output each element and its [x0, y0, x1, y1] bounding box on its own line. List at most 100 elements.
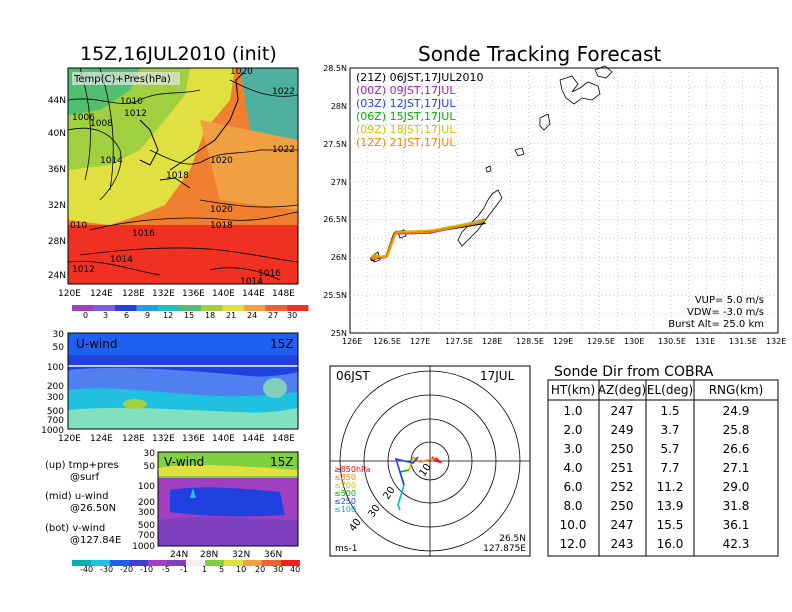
isobar-label: 1018 [210, 221, 233, 231]
colorbar-swatch [179, 305, 201, 311]
x-tick-label: 148E [272, 289, 295, 299]
x-tick-label: 129.5E [587, 337, 615, 346]
colorbar-label: -10 [140, 565, 153, 574]
colorbar-swatch [186, 560, 205, 566]
isobar-label: 1010 [120, 97, 143, 107]
colorbar-label: 1 [202, 565, 207, 574]
x-tick-label: 131E [695, 337, 715, 346]
cobra-cell: 7.7 [660, 461, 679, 475]
param-vup: VUP= 5.0 m/s [695, 295, 764, 306]
cobra-cell: 10.0 [560, 518, 587, 532]
polar-lat: 26.5N [499, 534, 526, 544]
colorbar-swatch [136, 305, 158, 311]
uwind-label: U-wind [76, 337, 117, 351]
uwind-upper-band [68, 333, 298, 355]
colorbar-label: 10 [236, 565, 246, 574]
isobar-label: 1022 [272, 145, 295, 155]
cobra-cell: 252 [611, 480, 634, 494]
temp-zone-cold-ne [240, 68, 298, 150]
vwind-colorbar-labels: -40 -30 -20 -10 -5 -1 1 5 10 20 30 40 [80, 565, 300, 574]
polar-legend-item: ≤850 [334, 473, 356, 482]
y-tick-label: 200 [47, 382, 64, 392]
colorbar-swatch [158, 305, 180, 311]
x-tick-label: 124E [90, 289, 113, 299]
polar-legend-item: ≤500 [334, 489, 356, 498]
legend-item: (06Z) 15JST,17JUL [356, 110, 456, 123]
colorbar-label: 20 [255, 565, 265, 574]
uwind-surface-band [68, 407, 298, 429]
map-x-ticks: 120E 124E 128E 132E 136E 140E 144E 148E [58, 289, 295, 299]
sonde-tracks [370, 218, 486, 262]
colorbar-label: 24 [247, 311, 257, 320]
x-tick-label: 120E [58, 434, 81, 444]
colorbar-swatch [244, 305, 266, 311]
colorbar-swatch [287, 305, 309, 311]
note-line: (up) tmp+pres [45, 460, 119, 471]
x-tick-label: 24N [170, 550, 188, 560]
korea-coastline [139, 119, 159, 166]
x-tick-label: 126.5E [373, 337, 401, 346]
cobra-cell: 5.7 [660, 442, 679, 456]
x-tick-label: 128E [482, 337, 502, 346]
cobra-cell: 247 [611, 518, 634, 532]
isobar-label: 1012 [124, 109, 147, 119]
colorbar-label: -20 [120, 565, 133, 574]
y-tick-label: 700 [47, 416, 64, 426]
colorbar-label: 27 [268, 311, 278, 320]
vwind-colorbar [72, 560, 300, 566]
isobar-label: 1014 [240, 277, 263, 287]
colorbar-label: 30 [287, 311, 297, 320]
vwind-x-ticks: 24N 28N 32N 36N [170, 550, 282, 560]
polar-legend-item: ≤700 [334, 481, 356, 490]
tracking-y-ticks: 28.5N 28N 27.5N 27N 26.5N 26N 25.5N 25N [323, 64, 347, 338]
inner-label-bg [72, 72, 180, 85]
y-tick-label: 100 [47, 363, 64, 373]
cobra-cell: 24.9 [723, 404, 750, 418]
y-tick-label: 500 [47, 407, 64, 417]
y-tick-label: 50 [144, 462, 156, 472]
isobar-label: 1016 [132, 229, 155, 239]
colorbar-swatch [222, 305, 244, 311]
cobra-cell: 8.0 [563, 499, 582, 513]
vwind-cyan-spike [190, 488, 196, 498]
cobra-frame [547, 379, 779, 557]
legend-item: (09Z) 18JST,17JUL [356, 123, 456, 136]
cobra-cell: 13.9 [657, 499, 684, 513]
colorbar-swatch [115, 305, 137, 311]
colorbar-swatch [224, 560, 243, 566]
x-tick-label: 144E [242, 289, 265, 299]
cobra-cell: 3.7 [660, 423, 679, 437]
y-tick-label: 44N [48, 96, 66, 106]
cobra-cell: 15.5 [657, 518, 684, 532]
colorbar-swatch [167, 560, 186, 566]
colorbar-swatch [72, 305, 94, 311]
x-tick-label: 136E [182, 289, 205, 299]
note-line: (mid) u-wind [45, 491, 108, 502]
x-tick-label: 120E [58, 289, 81, 299]
isobar-label: 1022 [272, 87, 295, 97]
cobra-cells: HT(km) AZ(deg) EL(deg) RNG(km) 1.0 247 1.5 24.9… [551, 383, 763, 551]
colorbar-swatch [281, 560, 300, 566]
island-okinawa [457, 189, 503, 247]
cobra-header-cell: EL(deg) [647, 383, 693, 397]
polar-legend-item: ≥850hPa [334, 465, 371, 474]
cobra-cell: 250 [611, 499, 634, 513]
colorbar-label: 0 [83, 311, 88, 320]
colorbar-label: 21 [226, 311, 236, 320]
y-tick-label: 28N [48, 237, 66, 247]
uwind-x-ticks: 120E 124E 128E 132E 136E 140E 144E 148E [58, 434, 295, 444]
cobra-cell: 42.3 [723, 537, 750, 551]
legend-item: (03Z) 12JST,17JUL [356, 97, 456, 110]
isobar-label: 1014 [110, 255, 133, 265]
map-frame [67, 67, 299, 285]
colorbar-label: 3 [103, 311, 108, 320]
y-tick-label: 300 [47, 393, 64, 403]
uwind-frame [67, 332, 299, 430]
colorbar-label: 40 [290, 565, 300, 574]
cobra-title: Sonde Dir from COBRA [554, 364, 714, 380]
inner-label: Temp(C)+Pres(hPa) [73, 74, 171, 85]
island-kikai [594, 65, 613, 79]
isobar-label: 1006 [72, 113, 95, 123]
cobra-cell: 6.0 [563, 480, 582, 494]
